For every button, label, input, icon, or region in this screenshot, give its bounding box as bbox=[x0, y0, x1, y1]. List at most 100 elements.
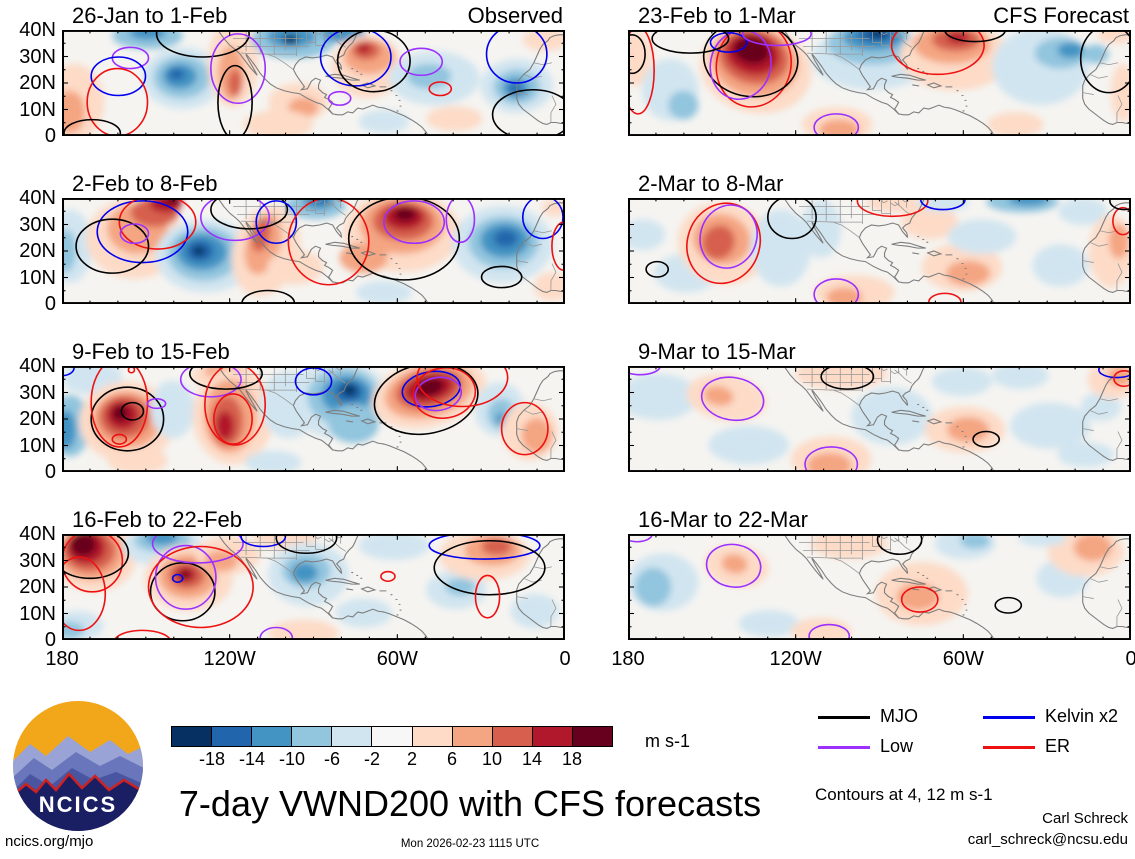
anomaly-blob bbox=[1110, 63, 1131, 122]
anomaly-blob bbox=[851, 387, 932, 446]
y-axis-label: 40N bbox=[19, 19, 56, 41]
anomaly-blob bbox=[1018, 534, 1067, 547]
credit-name: Carl Schreck bbox=[1042, 810, 1128, 827]
anomaly-blob bbox=[790, 617, 852, 640]
map-border bbox=[62, 366, 565, 472]
colorbar-tick-label: -10 bbox=[278, 749, 306, 769]
anomaly-blob bbox=[702, 225, 735, 260]
panel-date-range: 16-Mar to 22-Mar bbox=[638, 507, 808, 532]
anomaly-blob bbox=[107, 446, 168, 472]
x-axis-label: 0 bbox=[559, 648, 571, 670]
er-contour bbox=[474, 574, 501, 619]
colorbar-units-label: m s-1 bbox=[645, 731, 690, 751]
map-panel: 2-Mar to 8-Mar bbox=[628, 171, 1131, 304]
anomaly-blob bbox=[947, 219, 1017, 254]
anomaly-blob bbox=[819, 119, 860, 136]
y-axis-label: 30N bbox=[19, 381, 56, 404]
y-axis-label: 10N bbox=[19, 98, 56, 121]
anomaly-blob bbox=[807, 452, 852, 472]
mjo-contour bbox=[155, 30, 250, 58]
anomaly-blob bbox=[342, 384, 357, 396]
logo-red-ridgeline bbox=[13, 772, 143, 797]
x-axis-label: 180 bbox=[611, 648, 645, 670]
anomaly-blob bbox=[1010, 402, 1091, 449]
anomaly-blob bbox=[179, 570, 190, 579]
anomaly-blob bbox=[355, 280, 413, 304]
mjo-contour bbox=[820, 366, 875, 390]
anomaly-blob bbox=[738, 610, 800, 638]
low-contour bbox=[445, 198, 476, 244]
map-border bbox=[628, 534, 1131, 640]
anomaly-blob bbox=[1073, 534, 1112, 561]
mjo-contour bbox=[480, 265, 523, 289]
colorbar-segment bbox=[332, 727, 373, 746]
anomaly-blob bbox=[866, 198, 923, 213]
mjo-contour bbox=[210, 198, 289, 230]
mjo-contour bbox=[1079, 30, 1131, 94]
kelvin-contour bbox=[255, 200, 298, 245]
y-axis-label: 10N bbox=[19, 434, 56, 457]
legend-label-kelvin: Kelvin x2 bbox=[1045, 706, 1119, 726]
kelvin-contour bbox=[1098, 366, 1131, 379]
low-contour bbox=[399, 47, 444, 77]
low-contour bbox=[119, 223, 150, 245]
panel-date-range: 2-Feb to 8-Feb bbox=[72, 171, 218, 196]
generation-timestamp: Mon 2026-02-23 1115 UTC bbox=[400, 838, 540, 850]
anomaly-map bbox=[62, 366, 565, 472]
panel-date-range: 16-Feb to 22-Feb bbox=[72, 507, 242, 532]
logo-mountain bbox=[13, 774, 143, 831]
mjo-contour bbox=[336, 30, 411, 93]
mjo-contour bbox=[876, 534, 923, 556]
low-contour bbox=[705, 543, 762, 588]
wave-contours bbox=[628, 30, 1131, 136]
mjo-contour bbox=[491, 88, 565, 136]
anomaly-blob bbox=[358, 109, 410, 134]
anomaly-blob bbox=[145, 534, 178, 545]
anomaly-blob bbox=[356, 43, 371, 54]
er-contour bbox=[113, 629, 172, 640]
anomaly-blob bbox=[510, 593, 559, 629]
x-axis-label: 120W bbox=[769, 648, 822, 670]
kelvin-contour bbox=[62, 366, 75, 377]
anomaly-blob bbox=[931, 366, 993, 396]
colorbar-tick-label: 2 bbox=[406, 749, 418, 769]
kelvin-contour bbox=[919, 198, 966, 211]
map-panel: 16-Mar to 22-Mar bbox=[628, 507, 1131, 640]
panel-date-range: 9-Mar to 15-Mar bbox=[638, 339, 796, 364]
er-contour bbox=[86, 67, 149, 136]
colorbar-segment bbox=[492, 727, 533, 746]
kelvin-contour bbox=[485, 30, 548, 84]
map-panel: 2-Feb to 8-Feb 40N 30N 20N 10N 0 bbox=[19, 171, 565, 314]
wave-contours bbox=[62, 534, 546, 640]
panel-date-range: 9-Feb to 15-Feb bbox=[72, 339, 230, 364]
anomaly-blob bbox=[426, 106, 483, 132]
low-contour bbox=[813, 113, 860, 136]
low-contour bbox=[210, 33, 267, 105]
mjo-contour bbox=[120, 401, 145, 421]
anomaly-blob bbox=[62, 229, 77, 273]
y-axis-label: 10N bbox=[19, 602, 56, 625]
colorbar-tick-label: -2 bbox=[363, 749, 381, 769]
panel-date-range: 2-Mar to 8-Mar bbox=[638, 171, 784, 196]
er-contour bbox=[204, 366, 267, 446]
er-contour bbox=[686, 202, 762, 285]
low-contour bbox=[699, 204, 758, 269]
er-contour bbox=[118, 198, 197, 250]
er-contour bbox=[380, 570, 396, 582]
mjo-contour bbox=[217, 64, 253, 136]
mjo-contour bbox=[645, 260, 670, 278]
map-border bbox=[62, 198, 565, 304]
y-axis-label: 20N bbox=[19, 240, 56, 262]
x-axis-label: 180 bbox=[45, 648, 79, 670]
anomaly-blob bbox=[1032, 244, 1089, 287]
anomaly-blob bbox=[1057, 42, 1084, 58]
anomaly-blob bbox=[628, 373, 699, 420]
kelvin-contour bbox=[319, 30, 392, 87]
er-contour bbox=[856, 198, 929, 218]
er-contour bbox=[927, 292, 962, 304]
wave-contours bbox=[645, 198, 1131, 304]
y-axis-label: 20N bbox=[19, 576, 56, 598]
mjo-contour bbox=[767, 198, 817, 240]
anomaly-blob bbox=[192, 246, 205, 256]
